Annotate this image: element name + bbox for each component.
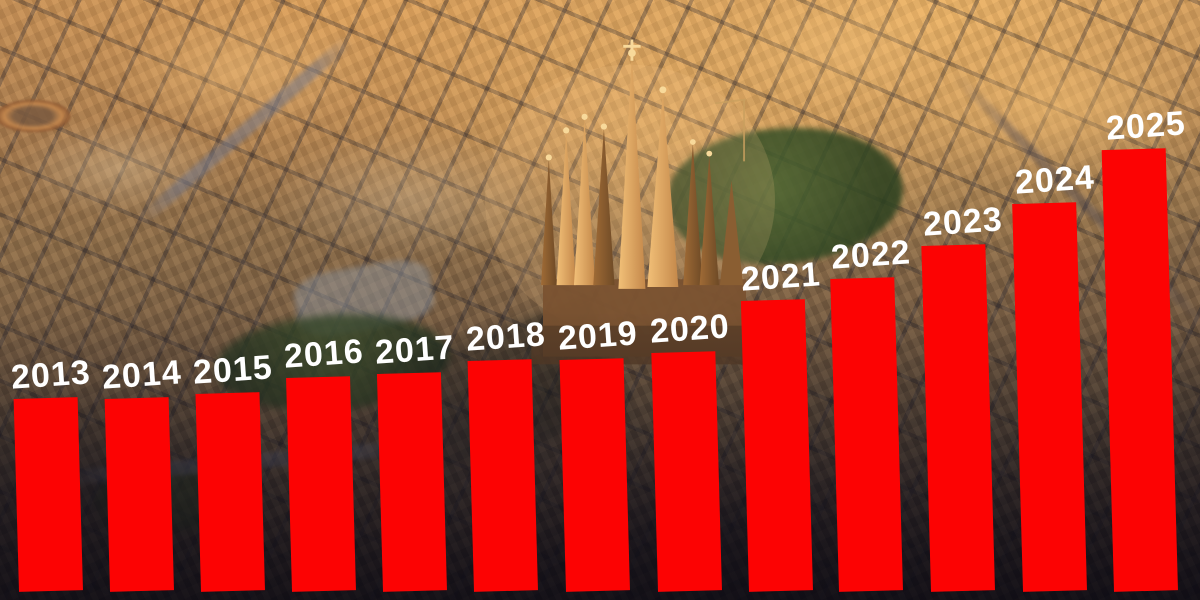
bar-2024	[1012, 202, 1087, 592]
bar-label-2021: 2021	[739, 255, 823, 299]
bar-group-2017: 2017	[369, 328, 461, 592]
bar-label-2014: 2014	[100, 353, 184, 397]
bar-group-2013: 2013	[5, 353, 97, 592]
bar-2019	[559, 358, 630, 592]
bar-2021	[740, 299, 813, 592]
bar-group-2015: 2015	[187, 348, 279, 592]
bar-2016	[286, 376, 356, 592]
bar-label-2016: 2016	[282, 332, 366, 376]
bar-group-2019: 2019	[552, 314, 644, 592]
bar-label-2015: 2015	[191, 348, 275, 392]
bar-2020	[651, 351, 722, 592]
bar-2022	[830, 277, 903, 592]
bar-2013	[13, 397, 83, 592]
bar-label-2018: 2018	[464, 315, 548, 359]
bar-2015	[195, 392, 265, 592]
bar-group-2023: 2023	[917, 200, 1009, 592]
bar-group-2020: 2020	[644, 307, 736, 592]
bar-2014	[104, 397, 174, 592]
bar-label-2024: 2024	[1013, 158, 1097, 202]
bar-label-2020: 2020	[648, 307, 732, 351]
bar-label-2019: 2019	[556, 314, 640, 358]
bar-group-2024: 2024	[1009, 158, 1101, 592]
bar-2017	[376, 372, 447, 592]
bar-group-2014: 2014	[96, 353, 188, 592]
bar-group-2025: 2025	[1100, 104, 1192, 592]
bar-group-2016: 2016	[278, 332, 370, 592]
bar-2018	[467, 359, 538, 592]
bar-label-2017: 2017	[373, 328, 457, 372]
bar-label-2023: 2023	[921, 200, 1005, 244]
bar-2025	[1101, 148, 1178, 592]
bar-2023	[921, 244, 995, 592]
bar-label-2022: 2022	[829, 233, 913, 277]
bar-group-2018: 2018	[460, 315, 552, 592]
bar-group-2022: 2022	[825, 233, 917, 592]
bar-label-2013: 2013	[9, 353, 93, 397]
bar-label-2025: 2025	[1104, 104, 1188, 148]
bar-group-2021: 2021	[735, 255, 827, 592]
